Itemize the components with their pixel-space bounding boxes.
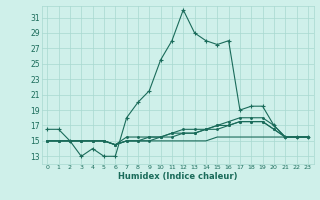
X-axis label: Humidex (Indice chaleur): Humidex (Indice chaleur) (118, 172, 237, 181)
